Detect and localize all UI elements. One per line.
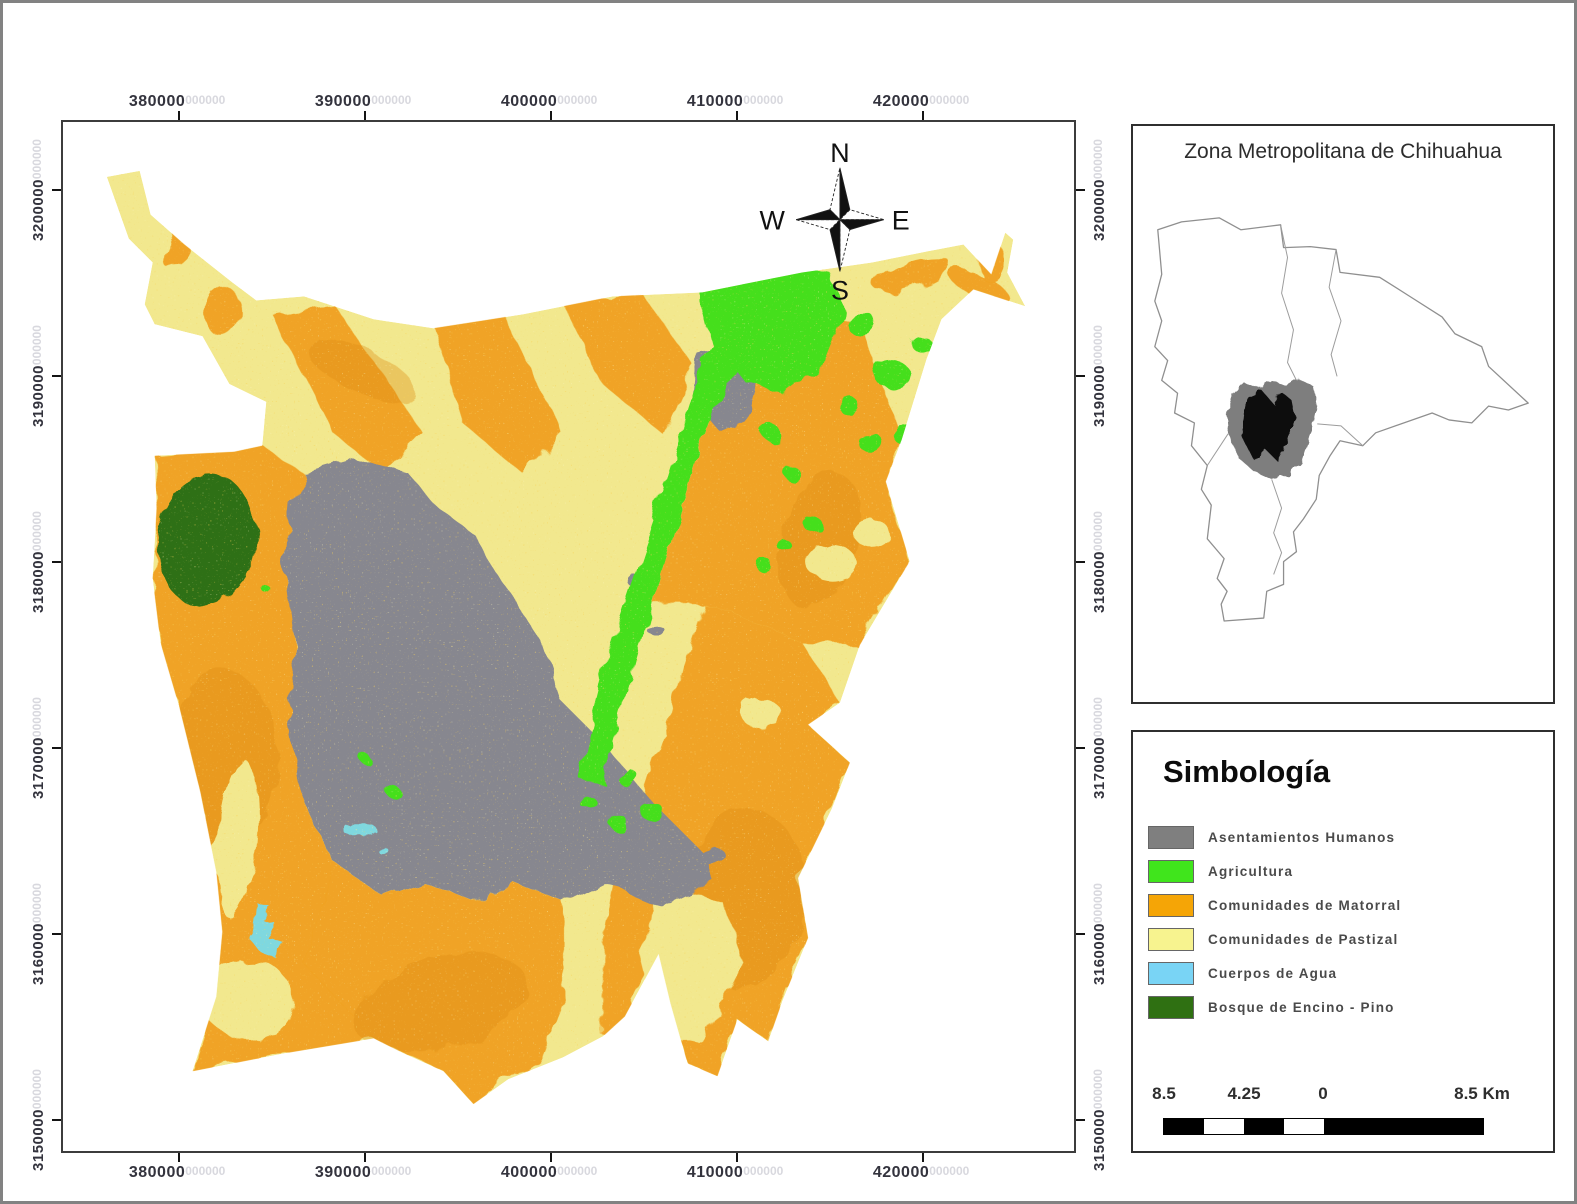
x-axis-tick bbox=[364, 1153, 366, 1162]
y-axis-tick bbox=[1076, 933, 1085, 935]
x-axis-label-bottom: 390000000000 bbox=[314, 1164, 412, 1181]
y-axis-label-right: 3150000000000 bbox=[1091, 1069, 1108, 1171]
legend-item-label: Asentamientos Humanos bbox=[1208, 830, 1396, 845]
scale-bar-label: 0 bbox=[1318, 1084, 1328, 1103]
x-axis-label-bottom: 380000000000 bbox=[128, 1164, 226, 1181]
legend-item: Cuerpos de Agua bbox=[1148, 962, 1401, 985]
scale-bar: 8.5 4.25 0 8.5 Km bbox=[1133, 1080, 1557, 1150]
legend-item-label: Comunidades de Matorral bbox=[1208, 898, 1402, 913]
x-axis-tick bbox=[550, 1153, 552, 1162]
y-axis-label-left: 3200000000000 bbox=[30, 139, 47, 241]
x-axis-tick bbox=[736, 111, 738, 120]
legend-item-label: Cuerpos de Agua bbox=[1208, 966, 1338, 981]
x-axis-tick bbox=[922, 1153, 924, 1162]
x-axis-label-top: 400000000000 bbox=[500, 93, 598, 110]
legend-swatch bbox=[1148, 860, 1194, 883]
y-axis-tick bbox=[52, 561, 61, 563]
x-axis-tick bbox=[364, 111, 366, 120]
y-axis-tick bbox=[52, 375, 61, 377]
x-axis-label-top: 410000000000 bbox=[686, 93, 784, 110]
compass-rose: N S W E bbox=[760, 138, 910, 305]
legend-item: Asentamientos Humanos bbox=[1148, 826, 1401, 849]
scale-bar-label: 8.5 Km bbox=[1454, 1084, 1510, 1103]
x-axis-tick bbox=[550, 111, 552, 120]
compass-east-label: E bbox=[892, 206, 910, 236]
y-axis-label-left: 3170000000000 bbox=[30, 697, 47, 799]
compass-south-label: S bbox=[831, 275, 849, 305]
scale-bar-graphic bbox=[1163, 1118, 1484, 1135]
x-axis-tick bbox=[736, 1153, 738, 1162]
x-axis-label-bottom: 410000000000 bbox=[686, 1164, 784, 1181]
y-axis-tick bbox=[52, 933, 61, 935]
y-axis-label-right: 3190000000000 bbox=[1091, 325, 1108, 427]
scale-bar-label: 4.25 bbox=[1227, 1084, 1261, 1103]
y-axis-tick bbox=[1076, 561, 1085, 563]
y-axis-tick bbox=[52, 189, 61, 191]
legend-item: Bosque de Encino - Pino bbox=[1148, 996, 1401, 1019]
metro-urban-footprint bbox=[1241, 390, 1296, 462]
yellow-speckle bbox=[106, 170, 1026, 1105]
y-axis-tick bbox=[1076, 1119, 1085, 1121]
y-axis-label-left: 3190000000000 bbox=[30, 325, 47, 427]
legend-item: Comunidades de Pastizal bbox=[1148, 928, 1401, 951]
x-axis-label-top: 390000000000 bbox=[314, 93, 412, 110]
main-map-frame: N S W E bbox=[61, 120, 1076, 1153]
x-axis-label-bottom: 420000000000 bbox=[872, 1164, 970, 1181]
legend-item-label: Agricultura bbox=[1208, 864, 1294, 879]
x-axis-tick bbox=[178, 111, 180, 120]
legend-title: Simbología bbox=[1163, 754, 1331, 789]
y-axis-label-right: 3170000000000 bbox=[1091, 697, 1108, 799]
legend-swatch bbox=[1148, 826, 1194, 849]
y-axis-label-right: 3180000000000 bbox=[1091, 511, 1108, 613]
land-cover-map: N S W E bbox=[106, 138, 1026, 1105]
legend-item: Comunidades de Matorral bbox=[1148, 894, 1401, 917]
legend-swatch bbox=[1148, 962, 1194, 985]
state-outline bbox=[1154, 217, 1529, 622]
inset-state-map bbox=[1154, 217, 1529, 622]
y-axis-label-right: 3200000000000 bbox=[1091, 139, 1108, 241]
y-axis-tick bbox=[1076, 747, 1085, 749]
legend-panel: Simbología Asentamientos Humanos Agricult… bbox=[1131, 730, 1555, 1153]
legend-item: Agricultura bbox=[1148, 860, 1401, 883]
scale-bar-label: 8.5 bbox=[1152, 1084, 1176, 1103]
x-axis-tick bbox=[922, 111, 924, 120]
compass-west-label: W bbox=[760, 206, 786, 236]
legend-items: Asentamientos Humanos Agricultura Comunida… bbox=[1148, 826, 1401, 1030]
inset-title: Zona Metropolitana de Chihuahua bbox=[1184, 140, 1502, 163]
y-axis-label-left: 3150000000000 bbox=[30, 1069, 47, 1171]
legend-swatch bbox=[1148, 996, 1194, 1019]
compass-north-label: N bbox=[830, 138, 849, 168]
x-axis-tick bbox=[178, 1153, 180, 1162]
y-axis-label-left: 3160000000000 bbox=[30, 883, 47, 985]
x-axis-label-top: 380000000000 bbox=[128, 93, 226, 110]
scale-segment bbox=[1324, 1119, 1483, 1134]
x-axis-label-bottom: 400000000000 bbox=[500, 1164, 598, 1181]
legend-swatch bbox=[1148, 928, 1194, 951]
scale-segment bbox=[1244, 1119, 1284, 1134]
y-axis-tick bbox=[52, 747, 61, 749]
legend-item-label: Comunidades de Pastizal bbox=[1208, 932, 1399, 947]
raster-layers bbox=[106, 170, 1026, 1105]
legend-item-label: Bosque de Encino - Pino bbox=[1208, 1000, 1395, 1015]
scale-segment bbox=[1164, 1119, 1204, 1134]
legend-swatch bbox=[1148, 894, 1194, 917]
y-axis-label-left: 3180000000000 bbox=[30, 511, 47, 613]
inset-map-panel: Zona Metropolitana de Chihuahua bbox=[1131, 124, 1555, 704]
y-axis-label-right: 3160000000000 bbox=[1091, 883, 1108, 985]
y-axis-tick bbox=[1076, 189, 1085, 191]
x-axis-label-top: 420000000000 bbox=[872, 93, 970, 110]
y-axis-tick bbox=[1076, 375, 1085, 377]
y-axis-tick bbox=[52, 1119, 61, 1121]
